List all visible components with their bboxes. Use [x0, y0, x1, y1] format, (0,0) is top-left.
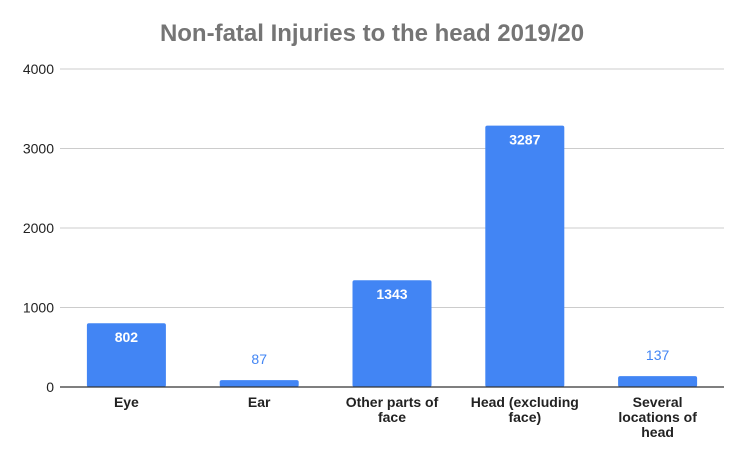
x-tick-label: Several [633, 394, 683, 410]
y-tick-label: 3000 [23, 141, 54, 157]
y-tick-label: 1000 [23, 300, 54, 316]
bar [485, 125, 565, 387]
bar [86, 323, 166, 387]
bar [618, 376, 698, 387]
gridlines [60, 68, 724, 308]
x-tick-label: Ear [248, 394, 271, 410]
data-labels: 802 87 1343 3287 137 [115, 132, 670, 367]
chart-title: Non-fatal Injuries to the head 2019/20 [160, 20, 584, 47]
data-label: 802 [115, 329, 139, 345]
x-tick-label: face) [508, 409, 541, 425]
x-tick-label: Head (excluding [471, 394, 579, 410]
y-axis-ticks: 0 1000 2000 3000 4000 [23, 61, 54, 395]
y-tick-label: 2000 [23, 220, 54, 236]
x-tick-label: face [378, 409, 406, 425]
y-tick-label: 4000 [23, 61, 54, 77]
y-tick-label: 0 [46, 379, 54, 395]
bar [352, 280, 432, 387]
data-label: 3287 [509, 132, 540, 148]
x-tick-label: Other parts of [346, 394, 439, 410]
x-tick-label: locations of [618, 409, 697, 425]
bars [86, 125, 698, 387]
x-tick-label: head [641, 424, 674, 440]
x-tick-label: Eye [114, 394, 139, 410]
data-label: 137 [646, 347, 670, 363]
bar [219, 380, 299, 387]
data-label: 87 [251, 351, 267, 367]
data-label: 1343 [376, 286, 407, 302]
